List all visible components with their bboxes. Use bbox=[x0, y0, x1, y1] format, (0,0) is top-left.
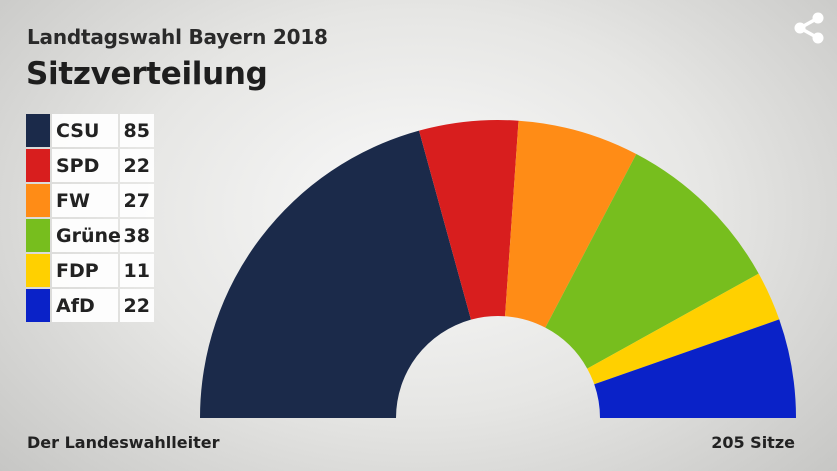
legend-swatch bbox=[26, 114, 50, 147]
share-icon bbox=[794, 12, 824, 44]
legend-party-name: CSU bbox=[52, 114, 118, 147]
legend-swatch bbox=[26, 254, 50, 287]
seat-arc-csu bbox=[200, 130, 471, 418]
legend-party-name: FDP bbox=[52, 254, 118, 287]
legend-item-fw: FW 27 bbox=[26, 183, 154, 218]
legend-item-grüne: Grüne 38 bbox=[26, 218, 154, 253]
legend-item-spd: SPD 22 bbox=[26, 148, 154, 183]
seat-arc-grüne bbox=[545, 154, 759, 369]
legend-party-name: SPD bbox=[52, 149, 118, 182]
legend-item-afd: AfD 22 bbox=[26, 288, 154, 323]
legend-party-name: FW bbox=[52, 184, 118, 217]
seat-arc-fw bbox=[505, 120, 637, 328]
legend-seat-count: 27 bbox=[120, 184, 154, 217]
share-button[interactable] bbox=[790, 10, 828, 46]
seat-arc-spd bbox=[419, 120, 519, 320]
chart-title: Sitzverteilung bbox=[26, 56, 268, 92]
legend-party-name: Grüne bbox=[52, 219, 121, 252]
source-label: Der Landeswahlleiter bbox=[27, 433, 220, 452]
seat-arc-fdp bbox=[587, 273, 780, 385]
legend-seat-count: 38 bbox=[120, 219, 154, 252]
legend-swatch bbox=[26, 289, 50, 322]
legend-swatch bbox=[26, 219, 50, 252]
legend-seat-count: 11 bbox=[120, 254, 154, 287]
legend-seat-count: 85 bbox=[120, 114, 154, 147]
legend-swatch bbox=[26, 149, 50, 182]
total-seats-label: 205 Sitze bbox=[711, 433, 795, 452]
legend-seat-count: 22 bbox=[120, 289, 154, 322]
chart-subtitle: Landtagswahl Bayern 2018 bbox=[27, 25, 328, 49]
legend-party-name: AfD bbox=[52, 289, 118, 322]
legend: CSU 85 SPD 22 FW 27 Grüne 38 FDP 11 AfD 22 bbox=[26, 113, 154, 323]
legend-swatch bbox=[26, 184, 50, 217]
legend-seat-count: 22 bbox=[120, 149, 154, 182]
seat-arc-afd bbox=[594, 319, 796, 418]
legend-item-csu: CSU 85 bbox=[26, 113, 154, 148]
legend-item-fdp: FDP 11 bbox=[26, 253, 154, 288]
